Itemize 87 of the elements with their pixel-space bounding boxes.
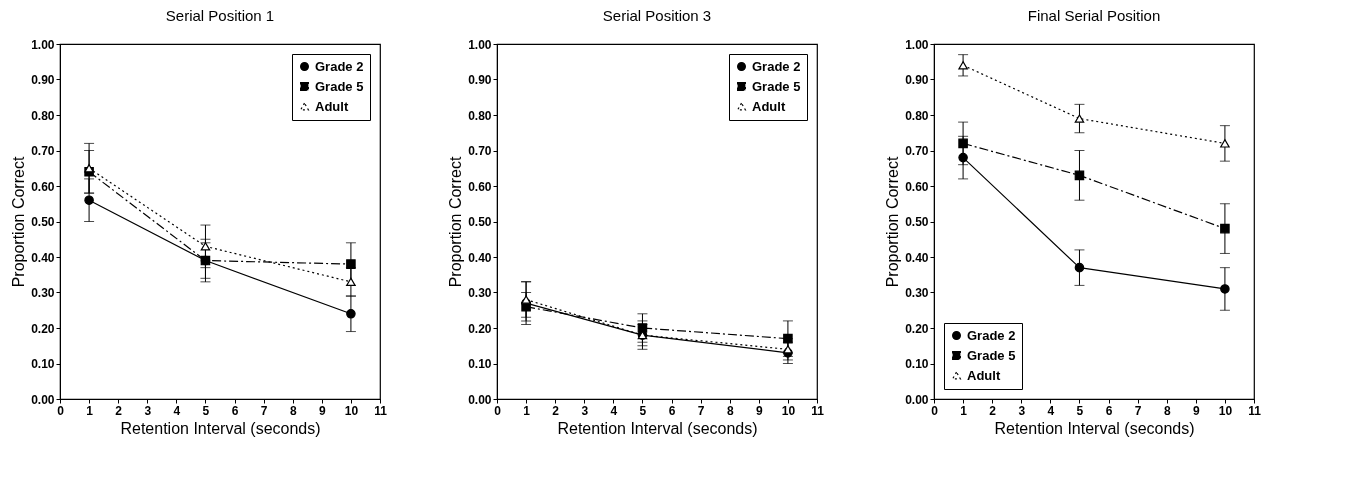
x-tick-label: 5	[1076, 403, 1084, 418]
y-tick-label: 0.30	[905, 286, 929, 300]
x-tick-label: 9	[1192, 403, 1200, 418]
x-tick-label: 8	[289, 403, 297, 418]
legend-label: Grade 2	[752, 58, 801, 74]
legend-label: Adult	[315, 98, 349, 114]
y-tick-label: 0.60	[31, 179, 55, 194]
legend-label: Grade 2	[967, 327, 1016, 343]
y-tick-label: 0.60	[905, 179, 929, 194]
x-tick-label: 4	[610, 403, 618, 418]
x-tick-label: 5	[639, 403, 647, 418]
x-tick-label: 1	[960, 403, 968, 418]
y-tick-label: 1.00	[468, 37, 492, 52]
y-tick-label: 0.40	[468, 250, 492, 265]
x-tick-label: 9	[318, 403, 326, 418]
x-tick-label: 11	[374, 403, 388, 418]
y-tick-label: 0.70	[31, 144, 55, 158]
chart-title: Serial Position 3	[602, 7, 712, 24]
x-tick-label: 7	[1134, 403, 1142, 418]
y-tick-label: 0.10	[905, 357, 929, 371]
x-tick-label: 0	[931, 403, 939, 418]
x-tick-label: 8	[1163, 403, 1171, 418]
y-tick-label: 0.20	[31, 321, 55, 336]
y-tick-label: 0.20	[468, 321, 492, 336]
y-tick-label: 0.50	[468, 215, 492, 229]
y-tick-label: 0.40	[905, 250, 929, 265]
y-tick-label: 0.00	[468, 392, 492, 407]
legend-label: Grade 5	[315, 78, 364, 94]
y-tick-label: 0.50	[905, 215, 929, 229]
x-tick-label: 6	[231, 403, 239, 418]
y-tick-label: 0.10	[31, 357, 55, 371]
x-tick-label: 2	[115, 403, 123, 418]
x-tick-label: 2	[552, 403, 560, 418]
y-tick-label: 0.80	[31, 108, 55, 123]
x-tick-label: 2	[989, 403, 997, 418]
y-tick-label: 0.70	[905, 144, 929, 158]
y-axis-title: Proportion Correct	[10, 156, 28, 288]
x-tick-label: 1	[86, 403, 94, 418]
legend-label: Adult	[752, 98, 786, 114]
x-tick-label: 7	[697, 403, 705, 418]
x-tick-label: 4	[1047, 403, 1055, 418]
x-tick-label: 10	[344, 403, 359, 418]
y-tick-label: 0.90	[468, 73, 492, 87]
y-axis-title: Proportion Correct	[884, 156, 902, 288]
y-tick-label: 0.90	[905, 73, 929, 87]
x-tick-label: 4	[173, 403, 181, 418]
x-axis-title: Retention Interval (seconds)	[994, 419, 1195, 437]
y-tick-label: 1.00	[905, 37, 929, 52]
legend-label: Adult	[967, 367, 1001, 383]
y-axis-title: Proportion Correct	[447, 156, 465, 288]
y-tick-label: 0.80	[905, 108, 929, 123]
x-tick-label: 3	[1018, 403, 1026, 418]
y-tick-label: 0.10	[468, 357, 492, 371]
y-tick-label: 0.20	[905, 321, 929, 336]
x-tick-label: 9	[755, 403, 763, 418]
x-tick-label: 7	[260, 403, 268, 418]
chart-title: Final Serial Position	[1027, 7, 1161, 24]
y-tick-label: 0.00	[905, 392, 929, 407]
y-tick-label: 0.50	[31, 215, 55, 229]
x-tick-label: 8	[726, 403, 734, 418]
x-tick-label: 1	[523, 403, 531, 418]
legend-label: Grade 5	[967, 347, 1016, 363]
x-tick-label: 0	[57, 403, 65, 418]
x-axis-title: Retention Interval (seconds)	[120, 419, 321, 437]
legend-label: Grade 5	[752, 78, 801, 94]
y-tick-label: 0.30	[468, 286, 492, 300]
x-axis-title: Retention Interval (seconds)	[557, 419, 758, 437]
y-tick-label: 0.00	[31, 392, 55, 407]
x-tick-label: 11	[811, 403, 825, 418]
y-tick-label: 0.60	[468, 179, 492, 194]
y-tick-label: 0.30	[31, 286, 55, 300]
y-tick-label: 1.00	[31, 37, 55, 52]
legend-label: Grade 2	[315, 58, 364, 74]
y-tick-label: 0.70	[468, 144, 492, 158]
x-tick-label: 0	[494, 403, 502, 418]
x-tick-label: 5	[202, 403, 210, 418]
x-tick-label: 10	[781, 403, 796, 418]
chart-title: Serial Position 1	[165, 7, 275, 24]
x-tick-label: 6	[668, 403, 676, 418]
x-tick-label: 3	[144, 403, 152, 418]
x-tick-label: 10	[1218, 403, 1233, 418]
y-tick-label: 0.40	[31, 250, 55, 265]
x-tick-label: 6	[1105, 403, 1113, 418]
y-tick-label: 0.80	[468, 108, 492, 123]
x-tick-label: 3	[581, 403, 589, 418]
x-tick-label: 11	[1248, 403, 1262, 418]
y-tick-label: 0.90	[31, 73, 55, 87]
